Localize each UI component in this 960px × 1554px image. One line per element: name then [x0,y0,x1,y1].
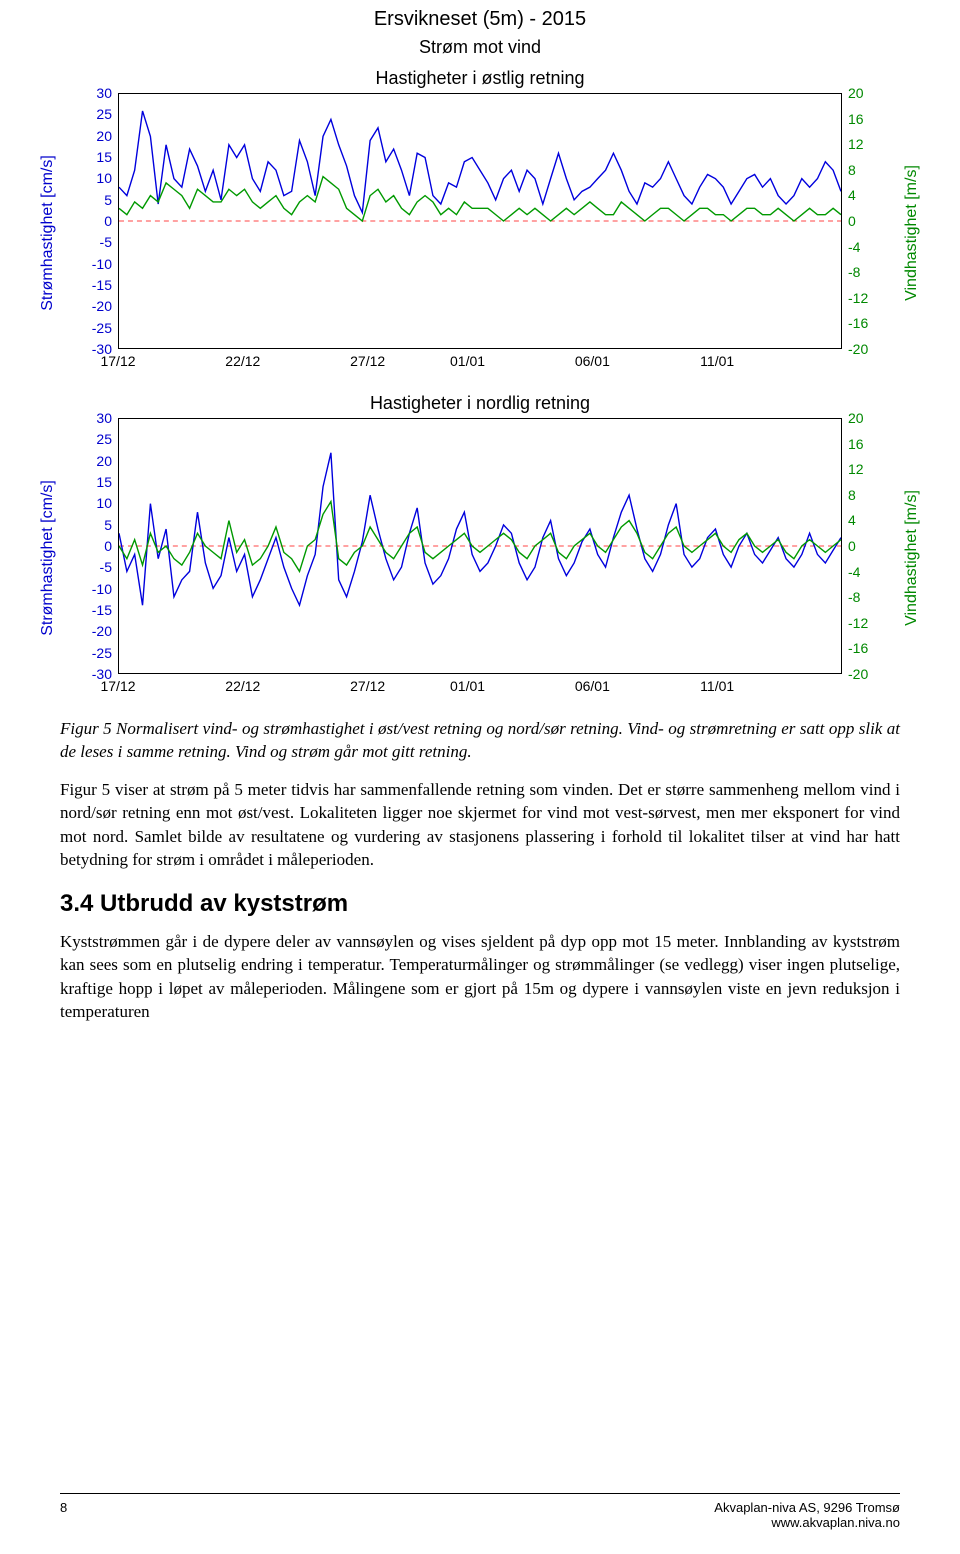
x-tick: 22/12 [225,353,260,369]
y-tick: -25 [78,645,112,661]
y-tick: -4 [848,564,882,580]
x-tick: 06/01 [575,678,610,694]
chart-2: Strømhastighet [cm/s] Vindhastighet [m/s… [60,418,900,698]
y-tick: -20 [78,298,112,314]
x-tick: 17/12 [100,678,135,694]
x-tick: 11/01 [700,678,734,694]
y-tick: -15 [78,602,112,618]
y-tick: 8 [848,162,882,178]
y-tick: 5 [78,192,112,208]
y-tick: -16 [848,640,882,656]
x-tick: 01/01 [450,678,485,694]
page-number: 8 [60,1500,67,1530]
y-tick: 25 [78,431,112,447]
y-tick: -10 [78,581,112,597]
body-paragraph-1: Figur 5 viser at strøm på 5 meter tidvis… [60,778,900,872]
strom-series [119,111,841,213]
y-tick: -10 [78,256,112,272]
y-tick: 30 [78,410,112,426]
y-left-label-2: Strømhastighet [cm/s] [39,480,57,636]
y-tick: 25 [78,106,112,122]
y-tick: 15 [78,149,112,165]
y-tick: -5 [78,559,112,575]
y-tick: 8 [848,487,882,503]
y-tick: 4 [848,512,882,528]
section-heading: 3.4 Utbrudd av kyststrøm [60,890,900,918]
x-tick: 06/01 [575,353,610,369]
y-tick: -5 [78,234,112,250]
y-tick: 0 [78,213,112,229]
main-title: Ersvikneset (5m) - 2015 [60,8,900,31]
y-tick: -20 [78,623,112,639]
y-tick: 16 [848,111,882,127]
y-tick: 20 [78,128,112,144]
y-tick: -12 [848,290,882,306]
y-tick: 15 [78,474,112,490]
footer-org: Akvaplan-niva AS, 9296 Tromsø [714,1500,900,1515]
y-tick: -20 [848,666,882,682]
y-tick: 0 [78,538,112,554]
page-footer: 8 Akvaplan-niva AS, 9296 Tromsø www.akva… [60,1493,900,1530]
y-tick: 0 [848,213,882,229]
y-tick: -20 [848,341,882,357]
y-tick: 16 [848,436,882,452]
y-tick: -8 [848,589,882,605]
footer-url: www.akvaplan.niva.no [714,1515,900,1530]
subtitle: Strøm mot vind [60,37,900,58]
y-tick: 10 [78,170,112,186]
chart2-title: Hastigheter i nordlig retning [60,393,900,414]
y-tick: 5 [78,517,112,533]
y-tick: 20 [848,85,882,101]
y-tick: 10 [78,495,112,511]
y-tick: 12 [848,461,882,477]
y-tick: 12 [848,136,882,152]
y-tick: 4 [848,187,882,203]
y-tick: -16 [848,315,882,331]
y-tick: -8 [848,264,882,280]
x-tick: 27/12 [350,678,385,694]
chart1-title: Hastigheter i østlig retning [60,68,900,89]
chart-1: Strømhastighet [cm/s] Vindhastighet [m/s… [60,93,900,373]
x-tick: 01/01 [450,353,485,369]
y-tick: -12 [848,615,882,631]
x-tick: 22/12 [225,678,260,694]
x-tick: 11/01 [700,353,734,369]
body-paragraph-2: Kyststrømmen går i de dypere deler av va… [60,930,900,1024]
y-tick: 0 [848,538,882,554]
y-left-label-1: Strømhastighet [cm/s] [39,155,57,311]
y-right-label-2: Vindhastighet [m/s] [903,490,921,626]
y-tick: 30 [78,85,112,101]
x-tick: 27/12 [350,353,385,369]
vind-series [119,177,841,221]
figure-caption: Figur 5 Normalisert vind- og strømhastig… [60,718,900,764]
y-tick: 20 [78,453,112,469]
y-right-label-1: Vindhastighet [m/s] [903,165,921,301]
y-tick: -15 [78,277,112,293]
y-tick: -4 [848,239,882,255]
y-tick: 20 [848,410,882,426]
x-tick: 17/12 [100,353,135,369]
y-tick: -25 [78,320,112,336]
